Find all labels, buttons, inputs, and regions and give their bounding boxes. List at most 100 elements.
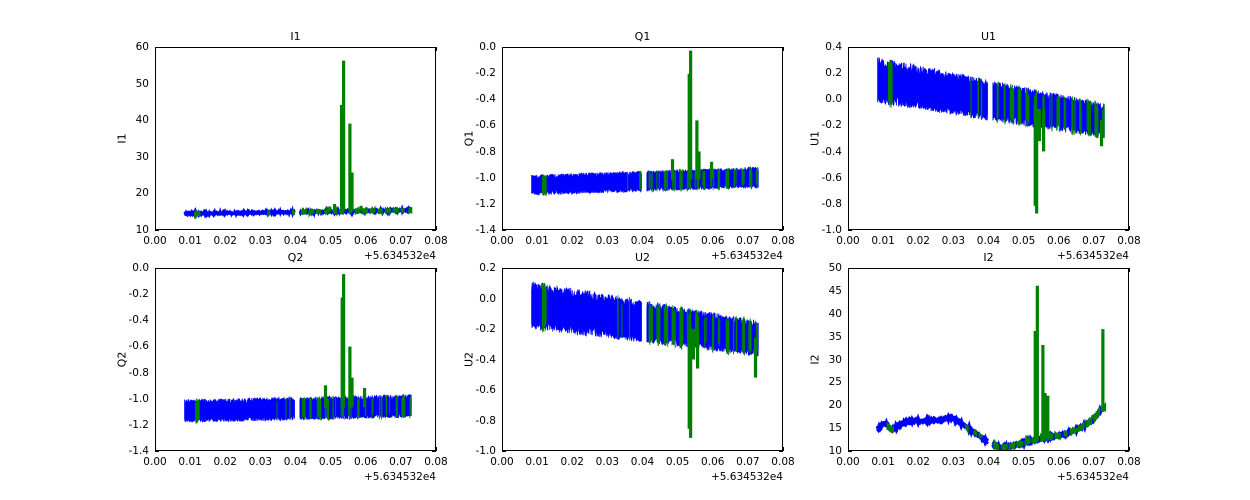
y-tick-label: 30 — [828, 353, 842, 366]
x-tick-mark — [435, 268, 437, 272]
y-tick-label: 35 — [828, 330, 842, 343]
x-axis-offset-label: +5.634532e4 — [710, 471, 783, 483]
y-tick-mark — [779, 229, 783, 231]
y-tick-label: -0.8 — [475, 414, 497, 427]
trace-canvas — [531, 50, 759, 197]
y-tick-label: -0.4 — [821, 145, 843, 158]
x-tick-label: 0.04 — [976, 456, 1001, 468]
x-tick-label: 0.08 — [424, 235, 448, 247]
x-axis-offset-label: +5.634532e4 — [1056, 471, 1129, 483]
panel-title: I2 — [983, 251, 994, 264]
x-tick-label: 0.04 — [976, 235, 1001, 247]
y-tick-label: -0.4 — [475, 93, 497, 106]
y-tick-label: -1.0 — [128, 392, 150, 405]
x-tick-label: 0.07 — [1082, 235, 1106, 247]
x-tick-label: 0.03 — [248, 456, 273, 468]
x-tick-label: 0.00 — [143, 456, 167, 468]
panel-title: Q1 — [634, 30, 651, 43]
x-tick-label: 0.02 — [906, 235, 930, 247]
y-tick-label: -1.0 — [475, 171, 497, 184]
x-tick-label: 0.03 — [595, 235, 620, 247]
x-tick-label: 0.08 — [1117, 235, 1141, 247]
x-tick-label: 0.07 — [736, 456, 760, 468]
y-tick-mark — [502, 229, 506, 231]
x-tick-label: 0.03 — [248, 235, 273, 247]
x-tick-label: 0.06 — [354, 456, 378, 468]
x-tick-label: 0.05 — [318, 235, 343, 247]
y-tick-label: 0.2 — [479, 262, 496, 274]
x-tick-label: 0.06 — [701, 456, 725, 468]
y-tick-label: -0.2 — [821, 119, 843, 132]
x-tick-label: 0.08 — [1117, 456, 1141, 468]
y-tick-label: 0.4 — [825, 41, 842, 53]
plot-area — [848, 47, 1129, 230]
trace-canvas — [183, 60, 413, 220]
x-tick-label: 0.03 — [595, 456, 620, 468]
trace-canvas — [531, 281, 759, 438]
x-tick-mark — [1128, 268, 1130, 272]
x-tick-label: 0.07 — [1082, 456, 1106, 468]
y-tick-label: -0.4 — [128, 314, 150, 327]
y-tick-label: 60 — [135, 41, 149, 53]
x-tick-label: 0.00 — [490, 235, 514, 247]
x-tick-label: 0.08 — [771, 456, 795, 468]
y-tick-label: -0.6 — [475, 119, 497, 132]
y-tick-label: -0.8 — [821, 197, 843, 210]
x-tick-label: 0.05 — [1011, 235, 1036, 247]
y-tick-label: -0.6 — [475, 384, 497, 396]
x-tick-label: 0.01 — [871, 235, 895, 247]
x-tick-label: 0.04 — [630, 456, 655, 468]
panel-title: I1 — [290, 30, 301, 43]
x-tick-label: 0.06 — [701, 235, 725, 247]
y-tick-label: 40 — [828, 307, 842, 320]
y-tick-label: -1.0 — [475, 445, 497, 457]
y-tick-label: -1.2 — [128, 418, 150, 431]
x-tick-label: 0.04 — [283, 456, 308, 468]
y-tick-label: 50 — [135, 77, 149, 90]
y-tick-mark — [155, 450, 159, 452]
x-tick-mark — [782, 47, 784, 51]
y-tick-mark — [1125, 229, 1129, 231]
y-tick-label: -1.4 — [475, 224, 497, 236]
y-tick-label: -0.6 — [128, 340, 150, 353]
x-tick-label: 0.06 — [1047, 235, 1071, 247]
panel-title: Q2 — [287, 251, 304, 264]
y-tick-mark — [155, 229, 159, 231]
x-tick-label: 0.05 — [1011, 456, 1036, 468]
x-tick-mark — [435, 226, 437, 230]
y-tick-label: 50 — [828, 262, 842, 274]
x-tick-label: 0.00 — [836, 235, 860, 247]
x-tick-label: 0.00 — [836, 456, 860, 468]
x-tick-label: 0.04 — [283, 235, 308, 247]
x-tick-label: 0.05 — [665, 456, 690, 468]
y-tick-label: -0.4 — [475, 353, 497, 366]
x-tick-mark — [1128, 447, 1130, 451]
x-tick-label: 0.01 — [178, 235, 202, 247]
x-tick-label: 0.06 — [354, 235, 378, 247]
plot-area — [155, 47, 436, 230]
x-tick-label: 0.03 — [941, 456, 966, 468]
trace-canvas — [184, 274, 412, 424]
plot-area — [502, 268, 783, 451]
y-tick-label: -1.2 — [475, 197, 497, 210]
y-tick-label: 0.0 — [132, 262, 149, 274]
y-tick-mark — [1125, 450, 1129, 452]
y-tick-label: 0.0 — [479, 41, 496, 53]
x-tick-label: 0.04 — [630, 235, 655, 247]
x-tick-mark — [782, 447, 784, 451]
x-tick-label: 0.07 — [389, 456, 413, 468]
x-tick-label: 0.02 — [560, 235, 584, 247]
x-axis-offset-label: +5.634532e4 — [710, 250, 783, 262]
y-tick-label: -0.8 — [128, 366, 150, 379]
x-tick-label: 0.00 — [490, 456, 514, 468]
panel-title: U1 — [980, 30, 997, 43]
x-axis-offset-label: +5.634532e4 — [1056, 250, 1129, 262]
y-tick-label: 10 — [828, 445, 842, 457]
x-tick-label: 0.00 — [143, 235, 167, 247]
plot-area — [848, 268, 1129, 451]
x-tick-label: 0.03 — [941, 235, 966, 247]
x-tick-label: 0.02 — [906, 456, 930, 468]
x-tick-mark — [1128, 47, 1130, 51]
plot-area — [502, 47, 783, 230]
y-tick-mark — [432, 450, 436, 452]
